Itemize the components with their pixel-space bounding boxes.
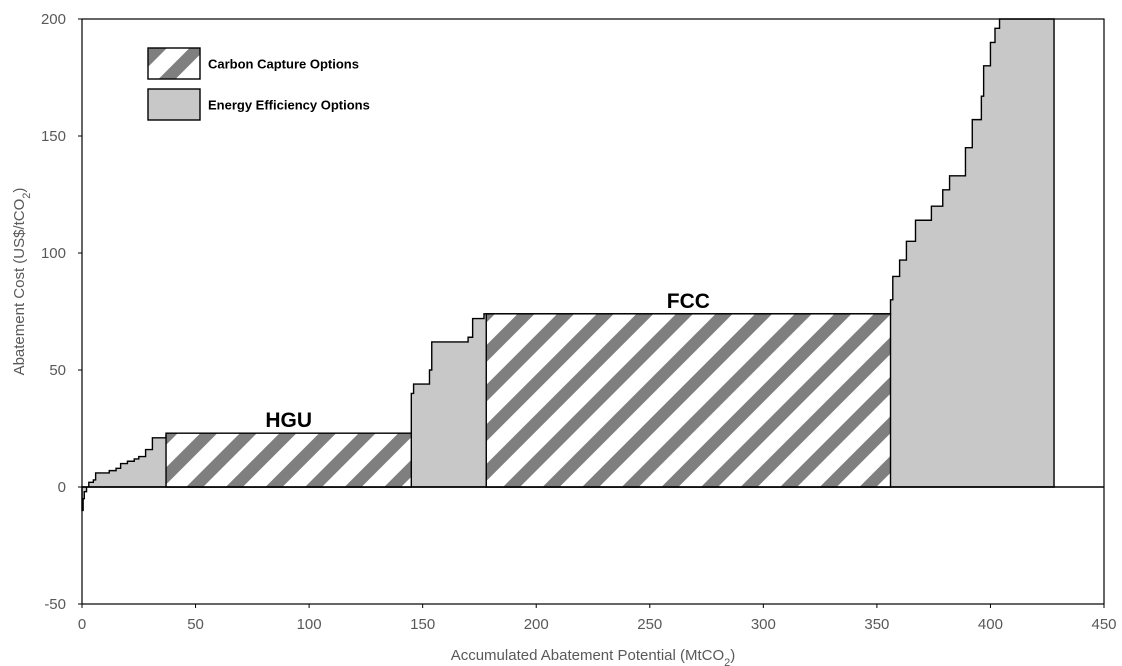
y-axis-title: Abatement Cost (US$/tCO2) [11,188,33,376]
plot-frame [81,18,1105,605]
carbon-capture-layer: HGU FCC [165,290,892,488]
legend-swatch-energy-efficiency [147,88,201,121]
x-tick-label: 150 [410,616,435,633]
y-tick-label: 50 [49,362,66,379]
carbon-capture-block-fcc [485,313,892,488]
legend-label: Carbon Capture Options [208,57,359,72]
x-tick-label: 0 [78,616,86,633]
y-tick-label: 0 [58,479,66,496]
x-tick-label: 100 [297,616,322,633]
y-tick-label: 200 [41,11,66,28]
legend-swatch-carbon-capture [147,47,201,80]
legend-label: Energy Efficiency Options [208,98,370,113]
x-tick-label: 450 [1091,616,1116,633]
x-tick-label: 400 [978,616,1003,633]
x-tick-label: 50 [187,616,204,633]
x-tick-label: 300 [751,616,776,633]
axes-layer: 0 50 100 150 200 250 300 350 400 450 -50 0 50 100 150 2… [11,11,1117,666]
x-tick-label: 250 [637,616,662,633]
legend: Carbon Capture Options Energy Efficiency … [147,47,370,121]
x-tick-label: 350 [864,616,889,633]
block-label-fcc: FCC [667,290,710,313]
carbon-capture-block-hgu [165,432,413,488]
y-tick-label: 100 [41,245,66,262]
block-label-hgu: HGU [265,409,312,432]
x-axis-title: Accumulated Abatement Potential (MtCO2) [451,647,736,666]
y-tick-label: 150 [41,128,66,145]
x-tick-label: 200 [524,616,549,633]
y-tick-label: -50 [44,596,66,613]
